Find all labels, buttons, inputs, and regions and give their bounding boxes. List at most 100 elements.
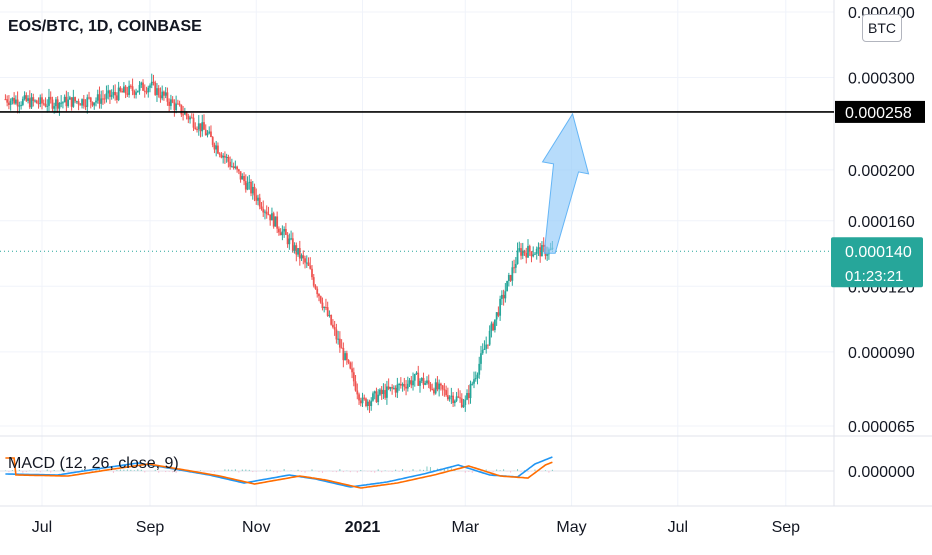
candle-body xyxy=(452,395,454,404)
candle-body xyxy=(413,374,416,381)
candle xyxy=(542,237,545,253)
candle xyxy=(478,356,481,379)
candle-body xyxy=(42,103,45,105)
candle-body xyxy=(145,91,148,93)
candle-body xyxy=(521,250,524,256)
candle-body xyxy=(232,166,235,168)
candle-body xyxy=(398,384,400,386)
candle-body xyxy=(63,96,66,103)
candle xyxy=(513,259,515,274)
candle-body xyxy=(366,401,369,407)
candle-body xyxy=(55,99,57,107)
candle xyxy=(46,99,49,113)
currency-badge[interactable]: BTC xyxy=(862,14,902,42)
candle xyxy=(161,85,164,101)
candle-body xyxy=(159,95,162,99)
candle-body xyxy=(311,268,313,278)
candle-body xyxy=(48,96,50,106)
candle xyxy=(370,397,373,411)
candle-body xyxy=(157,88,160,96)
candle-body xyxy=(46,105,49,107)
last-price-label: 0.000140 xyxy=(845,244,912,261)
candle-body xyxy=(332,324,334,328)
candle-body xyxy=(295,245,298,255)
candle-body xyxy=(359,400,362,404)
candle-body xyxy=(203,122,205,130)
candle-body xyxy=(142,82,144,91)
candle xyxy=(373,390,376,400)
candle-body xyxy=(476,374,479,379)
candle xyxy=(96,89,99,104)
candle xyxy=(351,361,353,379)
candle-body xyxy=(248,181,251,183)
candle-body xyxy=(68,97,71,100)
candle-body xyxy=(462,404,465,408)
candle-body xyxy=(250,181,252,194)
candle xyxy=(187,113,190,124)
candle xyxy=(441,384,444,396)
candle-body xyxy=(450,395,453,397)
candle xyxy=(264,209,266,220)
candle-body xyxy=(464,399,467,405)
candle-body xyxy=(474,378,477,380)
candle xyxy=(164,87,167,99)
candle xyxy=(220,152,223,159)
candle xyxy=(429,381,432,392)
candle xyxy=(337,330,340,345)
candle-body xyxy=(415,372,418,375)
candle xyxy=(168,98,171,112)
candle xyxy=(443,383,446,397)
candle xyxy=(114,84,117,101)
candle xyxy=(267,206,270,216)
candle xyxy=(431,383,434,391)
candle-body xyxy=(488,330,491,345)
candle xyxy=(258,193,261,210)
candle xyxy=(60,95,63,108)
candle-body xyxy=(86,97,89,107)
candle-body xyxy=(201,122,204,132)
price-axis-tick: 0.000090 xyxy=(848,345,915,362)
candle xyxy=(534,252,536,255)
candle xyxy=(55,97,57,114)
candle xyxy=(448,395,451,402)
candle-body xyxy=(267,214,270,216)
candle-body xyxy=(110,94,113,97)
candle xyxy=(335,323,338,344)
candle-body xyxy=(326,307,329,316)
candle xyxy=(213,142,216,154)
candle-body xyxy=(75,101,78,103)
candle xyxy=(112,85,115,99)
candle-body xyxy=(448,396,451,400)
last-price-label-bg xyxy=(831,237,923,288)
candle-body xyxy=(396,384,399,393)
candle xyxy=(368,399,371,413)
countdown-label: 01:23:21 xyxy=(845,268,903,285)
candle xyxy=(305,255,308,268)
candle xyxy=(154,80,157,96)
candle-body xyxy=(403,384,406,387)
candle xyxy=(170,94,172,110)
candle-body xyxy=(28,98,31,108)
candle xyxy=(520,243,522,260)
candle xyxy=(325,298,327,311)
candle xyxy=(495,312,498,326)
candle xyxy=(138,81,141,95)
candle xyxy=(272,211,275,229)
macd-signal-line xyxy=(5,457,553,489)
macd-indicator-label[interactable]: MACD (12, 26, close, 9) xyxy=(8,455,179,472)
candle xyxy=(239,171,242,183)
candle-body xyxy=(236,166,238,170)
macd-axis-tick: 0.000000 xyxy=(848,464,915,481)
candle-body xyxy=(373,391,376,394)
candle xyxy=(311,264,313,280)
candle xyxy=(93,102,96,110)
candle xyxy=(417,365,420,386)
candle xyxy=(406,376,409,392)
candle-body xyxy=(356,390,359,395)
candle xyxy=(128,80,130,98)
candle xyxy=(490,321,493,338)
candle-body xyxy=(220,154,223,158)
candle-body xyxy=(392,387,395,389)
candle-body xyxy=(211,137,214,145)
